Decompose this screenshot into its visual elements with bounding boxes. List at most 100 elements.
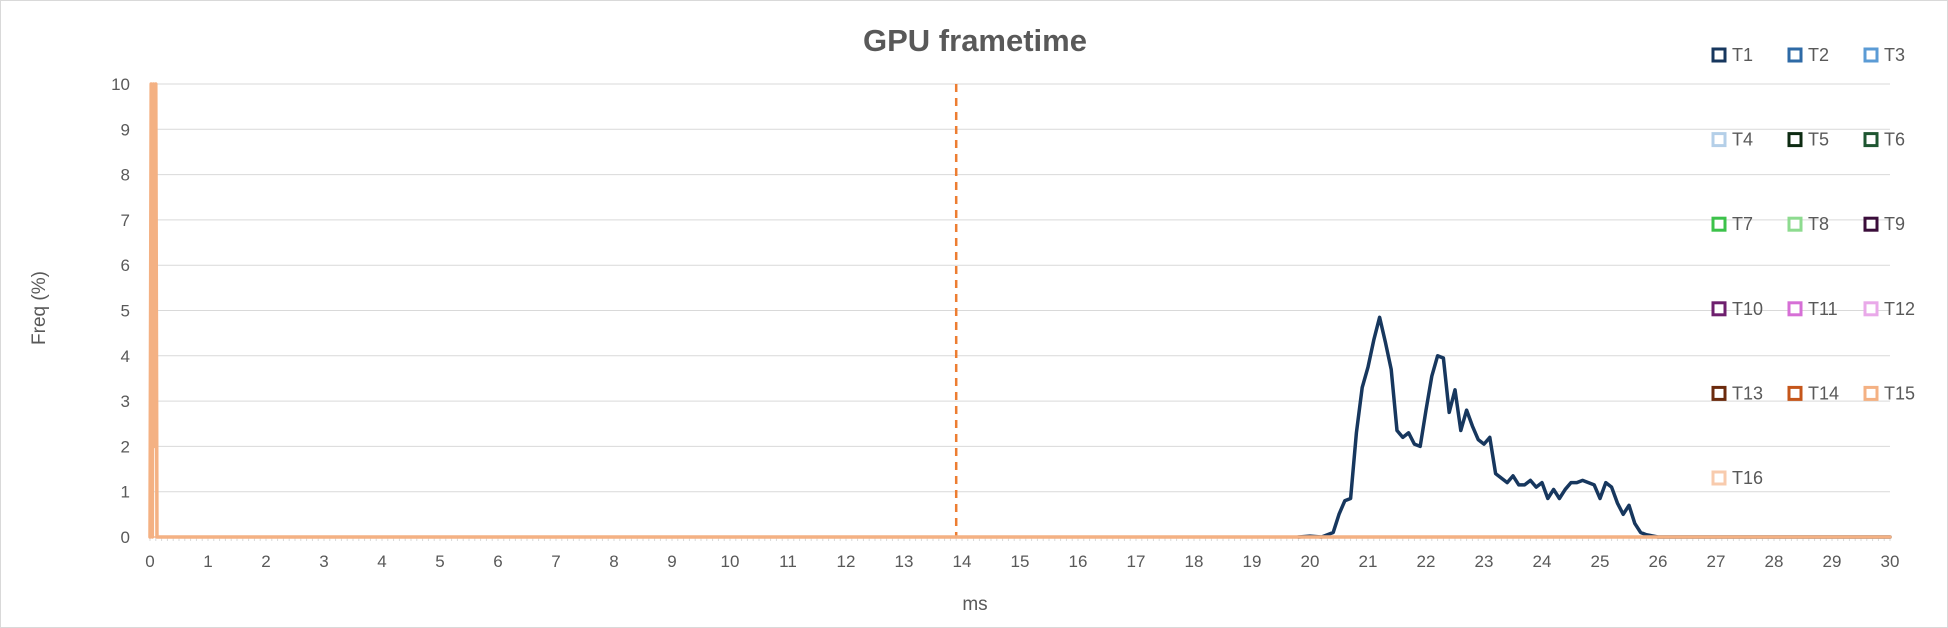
legend-label: T15 bbox=[1884, 383, 1915, 403]
x-tick-label: 28 bbox=[1765, 552, 1784, 571]
x-tick-label: 18 bbox=[1185, 552, 1204, 571]
legend-label: T3 bbox=[1884, 45, 1905, 65]
x-tick-label: 5 bbox=[435, 552, 444, 571]
legend-item-t14: T14 bbox=[1787, 383, 1839, 403]
y-tick-label: 6 bbox=[121, 256, 130, 275]
legend-item-t16: T16 bbox=[1711, 468, 1763, 488]
legend-swatch bbox=[1863, 216, 1879, 232]
x-tick-label: 13 bbox=[895, 552, 914, 571]
legend-swatch bbox=[1787, 301, 1803, 317]
y-tick-label: 5 bbox=[121, 302, 130, 321]
series-lines bbox=[148, 82, 1892, 539]
gridlines bbox=[150, 83, 1890, 538]
legend-label: T5 bbox=[1808, 130, 1829, 150]
legend-item-t3: T3 bbox=[1863, 45, 1905, 65]
legend-label: T13 bbox=[1732, 383, 1763, 403]
legend-swatch bbox=[1863, 47, 1879, 63]
legend-label: T2 bbox=[1808, 45, 1829, 65]
legend-item-t4: T4 bbox=[1711, 130, 1753, 150]
x-tick-label: 11 bbox=[779, 552, 797, 571]
legend-swatch bbox=[1787, 385, 1803, 401]
x-tick-label: 2 bbox=[261, 552, 270, 571]
x-tick-label: 17 bbox=[1127, 552, 1146, 571]
y-tick-label: 8 bbox=[121, 166, 130, 185]
legend-item-t1: T1 bbox=[1711, 45, 1753, 65]
legend-item-t7: T7 bbox=[1711, 214, 1753, 234]
x-tick-label: 24 bbox=[1533, 552, 1552, 571]
x-tick-label: 8 bbox=[609, 552, 618, 571]
x-tick-label: 10 bbox=[721, 552, 740, 571]
legend-swatch bbox=[1711, 216, 1727, 232]
legend-item-t2: T2 bbox=[1787, 45, 1829, 65]
legend-item-t8: T8 bbox=[1787, 214, 1829, 234]
x-tick-label: 20 bbox=[1301, 552, 1320, 571]
y-tick-label: 10 bbox=[111, 75, 130, 94]
x-tick-label: 7 bbox=[551, 552, 560, 571]
legend-swatch bbox=[1787, 47, 1803, 63]
legend-swatch bbox=[1787, 216, 1803, 232]
y-tick-label: 1 bbox=[121, 483, 130, 502]
legend-label: T8 bbox=[1808, 214, 1829, 234]
x-tick-label: 23 bbox=[1475, 552, 1494, 571]
y-tick-label: 0 bbox=[121, 528, 130, 547]
legend: T1 T2 T3 T4 T5 T6 T7 T8 T9 T10 T11 T12 T13 T14 T15 T16 bbox=[1711, 45, 1915, 488]
y-tick-label: 9 bbox=[121, 120, 130, 139]
x-tick-label: 4 bbox=[377, 552, 386, 571]
legend-label: T9 bbox=[1884, 214, 1905, 234]
x-tick-label: 9 bbox=[667, 552, 676, 571]
legend-swatch bbox=[1863, 301, 1879, 317]
series-line-t15 bbox=[148, 82, 1892, 539]
x-tick-label: 14 bbox=[953, 552, 972, 571]
x-tick-label: 15 bbox=[1011, 552, 1030, 571]
y-tick-label: 4 bbox=[121, 347, 130, 366]
legend-swatch bbox=[1711, 132, 1727, 148]
x-tick-label: 22 bbox=[1417, 552, 1436, 571]
x-tick-label: 12 bbox=[837, 552, 856, 571]
legend-swatch bbox=[1711, 301, 1727, 317]
x-tick-label: 25 bbox=[1591, 552, 1610, 571]
x-tick-label: 16 bbox=[1069, 552, 1088, 571]
legend-item-t11: T11 bbox=[1787, 299, 1838, 319]
legend-label: T12 bbox=[1884, 299, 1915, 319]
legend-label: T1 bbox=[1732, 45, 1753, 65]
x-tick-label: 27 bbox=[1707, 552, 1726, 571]
legend-item-t15: T15 bbox=[1863, 383, 1915, 403]
legend-swatch bbox=[1787, 132, 1803, 148]
x-tick-labels: 0 1 2 3 4 5 6 7 8 9 10 11 12 13 14 15 16 17 18 19 20 21 22 23 24… bbox=[145, 552, 1899, 571]
y-tick-label: 2 bbox=[121, 437, 130, 456]
legend-item-t10: T10 bbox=[1711, 299, 1763, 319]
y-tick-label: 3 bbox=[121, 392, 130, 411]
legend-item-t5: T5 bbox=[1787, 130, 1829, 150]
legend-label: T10 bbox=[1732, 299, 1763, 319]
legend-label: T6 bbox=[1884, 130, 1905, 150]
legend-item-t9: T9 bbox=[1863, 214, 1905, 234]
legend-item-t12: T12 bbox=[1863, 299, 1915, 319]
legend-label: T11 bbox=[1808, 299, 1838, 319]
x-tick-label: 29 bbox=[1823, 552, 1842, 571]
legend-label: T16 bbox=[1732, 468, 1763, 488]
x-tick-label: 21 bbox=[1359, 552, 1378, 571]
legend-swatch bbox=[1711, 47, 1727, 63]
y-axis-title: Freq (%) bbox=[29, 271, 50, 345]
x-tick-label: 0 bbox=[145, 552, 154, 571]
legend-swatch bbox=[1863, 385, 1879, 401]
legend-item-t13: T13 bbox=[1711, 383, 1763, 403]
chart-title: GPU frametime bbox=[863, 23, 1087, 58]
x-tick-label: 19 bbox=[1243, 552, 1262, 571]
x-axis-title: ms bbox=[962, 594, 987, 615]
legend-item-t6: T6 bbox=[1863, 130, 1905, 150]
legend-label: T7 bbox=[1732, 214, 1753, 234]
x-tick-label: 30 bbox=[1881, 552, 1900, 571]
y-tick-labels: 0 1 2 3 4 5 6 7 8 9 10 bbox=[111, 75, 130, 547]
x-tick-label: 3 bbox=[319, 552, 328, 571]
legend-label: T4 bbox=[1732, 130, 1753, 150]
x-tick-label: 6 bbox=[493, 552, 502, 571]
x-tick-label: 26 bbox=[1649, 552, 1668, 571]
series-line-t1 bbox=[1296, 315, 1892, 539]
x-tick-label: 1 bbox=[203, 552, 212, 571]
legend-swatch bbox=[1711, 385, 1727, 401]
legend-label: T14 bbox=[1808, 383, 1839, 403]
legend-swatch bbox=[1863, 132, 1879, 148]
